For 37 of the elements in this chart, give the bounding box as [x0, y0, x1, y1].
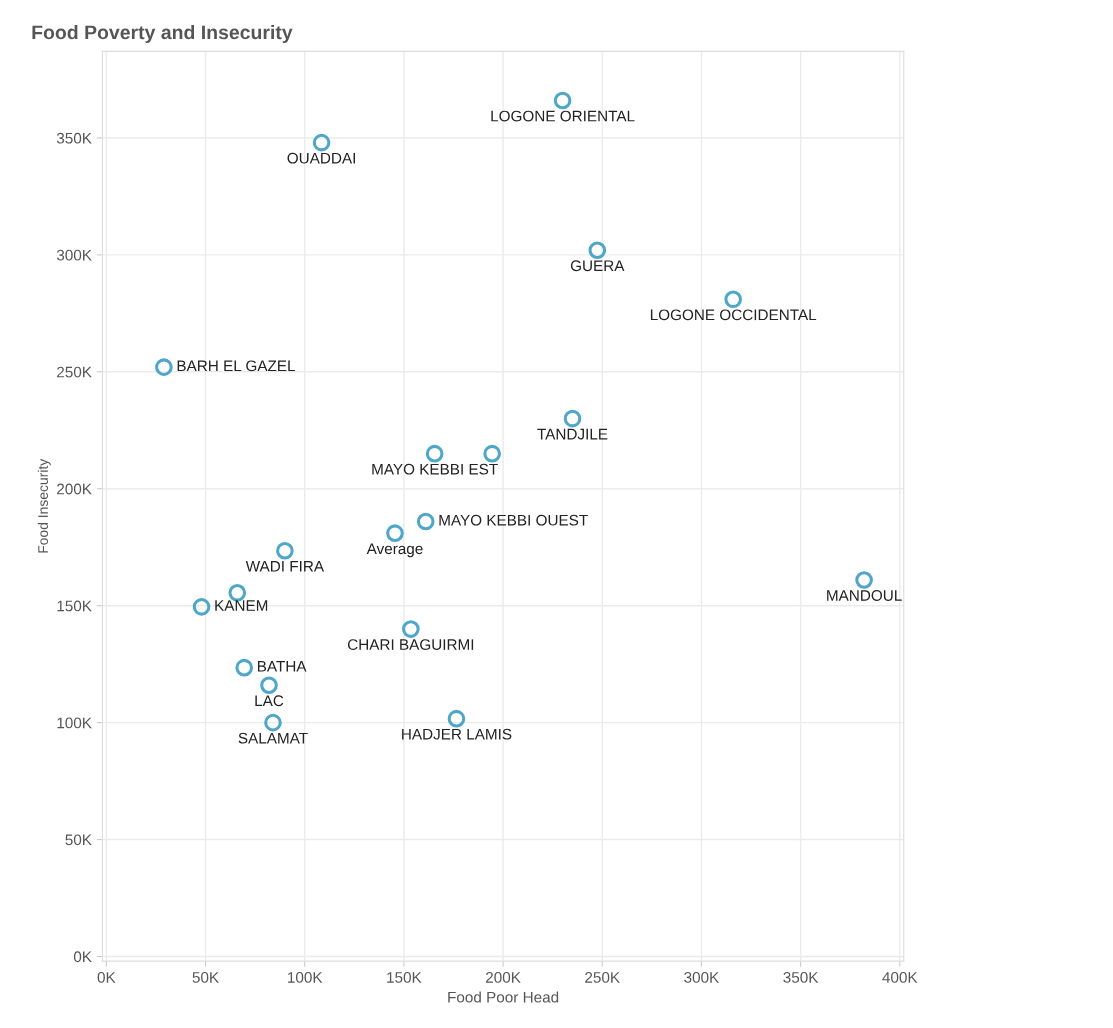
annotation: OUADDAI	[287, 152, 355, 164]
annotation: SALAMAT	[238, 732, 308, 744]
x-tick-label: 350K	[783, 972, 819, 983]
y-tick-label: 0K	[73, 951, 92, 963]
y-axis-title: Food Insecurity	[37, 458, 51, 553]
x-tick-label: 0K	[97, 972, 116, 983]
chart-title: Food Poverty and Insecurity	[32, 24, 293, 44]
annotation: LAC	[255, 695, 284, 707]
annotation: LOGONE ORIENTAL	[491, 110, 635, 122]
annotation: LOGONE OCCIDENTAL	[650, 309, 817, 321]
y-tick-label: 50K	[65, 834, 92, 846]
x-tick-label: 200K	[486, 972, 521, 983]
x-tick-label: 150K	[387, 972, 422, 983]
annotation: MAYO KEBBI OUEST	[439, 514, 588, 526]
x-tick-label: 400K	[882, 972, 918, 983]
annotation: CHARI BAGUIRMI	[347, 639, 474, 651]
y-tick-label: 350K	[56, 132, 92, 144]
x-tick-label: 100K	[288, 972, 323, 983]
y-tick-label: 100K	[57, 717, 92, 729]
y-tick-label: 150K	[57, 600, 92, 612]
x-tick-label: 300K	[684, 972, 720, 983]
annotation: TANDJILE	[537, 428, 608, 440]
annotation: GUERA	[570, 260, 625, 272]
y-tick-label: 300K	[56, 249, 92, 261]
annotation: MAYO KEBBI EST	[372, 463, 498, 475]
annotation: BATHA	[257, 661, 307, 672]
x-axis-title: Food Poor Head	[448, 991, 559, 1003]
annotation: Average	[366, 543, 423, 558]
annotation: MANDOUL	[827, 590, 902, 601]
y-tick-label: 200K	[57, 483, 92, 495]
annotation: WADI FIRA	[245, 561, 325, 572]
annotation: KANEM	[215, 600, 268, 611]
x-tick-label: 50K	[192, 972, 219, 983]
y-tick-label: 250K	[57, 366, 92, 378]
annotation: HADJER LAMIS	[402, 728, 512, 740]
annotation: BARH EL GAZEL	[177, 360, 296, 372]
x-tick-label: 250K	[585, 972, 620, 983]
